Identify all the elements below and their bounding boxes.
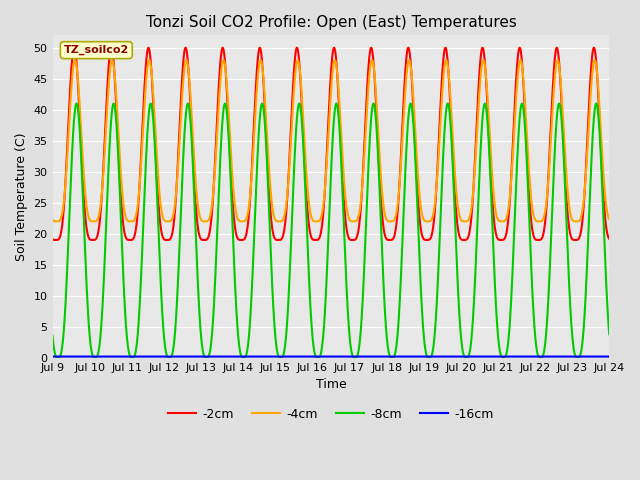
Legend: -2cm, -4cm, -8cm, -16cm: -2cm, -4cm, -8cm, -16cm bbox=[163, 403, 499, 426]
-8cm bbox=[310, 348, 318, 354]
-2cm bbox=[488, 182, 495, 188]
-4cm bbox=[52, 218, 60, 224]
-4cm bbox=[425, 218, 433, 224]
Text: TZ_soilco2: TZ_soilco2 bbox=[63, 45, 129, 55]
-2cm bbox=[310, 237, 318, 243]
-16cm bbox=[605, 354, 613, 360]
-8cm bbox=[73, 101, 81, 107]
-2cm bbox=[49, 236, 56, 242]
-16cm bbox=[148, 354, 156, 360]
Y-axis label: Soil Temperature (C): Soil Temperature (C) bbox=[15, 132, 28, 261]
Line: -8cm: -8cm bbox=[52, 104, 609, 358]
X-axis label: Time: Time bbox=[316, 378, 346, 391]
-2cm bbox=[605, 235, 612, 241]
-8cm bbox=[49, 333, 56, 339]
-16cm bbox=[487, 354, 495, 360]
-8cm bbox=[54, 355, 62, 360]
-2cm bbox=[52, 237, 60, 243]
-4cm bbox=[488, 161, 495, 167]
-8cm bbox=[488, 199, 495, 205]
-16cm bbox=[425, 354, 433, 360]
-8cm bbox=[456, 319, 464, 325]
-16cm bbox=[310, 354, 318, 360]
Line: -4cm: -4cm bbox=[52, 60, 609, 221]
-2cm bbox=[425, 237, 433, 242]
Line: -2cm: -2cm bbox=[52, 48, 609, 240]
-8cm bbox=[605, 331, 613, 337]
-4cm bbox=[71, 57, 79, 63]
-16cm bbox=[49, 354, 56, 360]
-8cm bbox=[149, 112, 157, 118]
-2cm bbox=[70, 45, 78, 50]
-16cm bbox=[456, 354, 463, 360]
-4cm bbox=[49, 217, 56, 223]
-4cm bbox=[456, 214, 464, 220]
-16cm bbox=[605, 354, 612, 360]
-2cm bbox=[456, 234, 464, 240]
-4cm bbox=[605, 216, 612, 221]
-2cm bbox=[605, 236, 613, 242]
Title: Tonzi Soil CO2 Profile: Open (East) Temperatures: Tonzi Soil CO2 Profile: Open (East) Temp… bbox=[145, 15, 516, 30]
-8cm bbox=[425, 355, 433, 360]
-4cm bbox=[149, 85, 157, 91]
-4cm bbox=[605, 216, 613, 222]
-4cm bbox=[310, 218, 318, 224]
-2cm bbox=[149, 92, 157, 98]
-8cm bbox=[605, 325, 612, 331]
